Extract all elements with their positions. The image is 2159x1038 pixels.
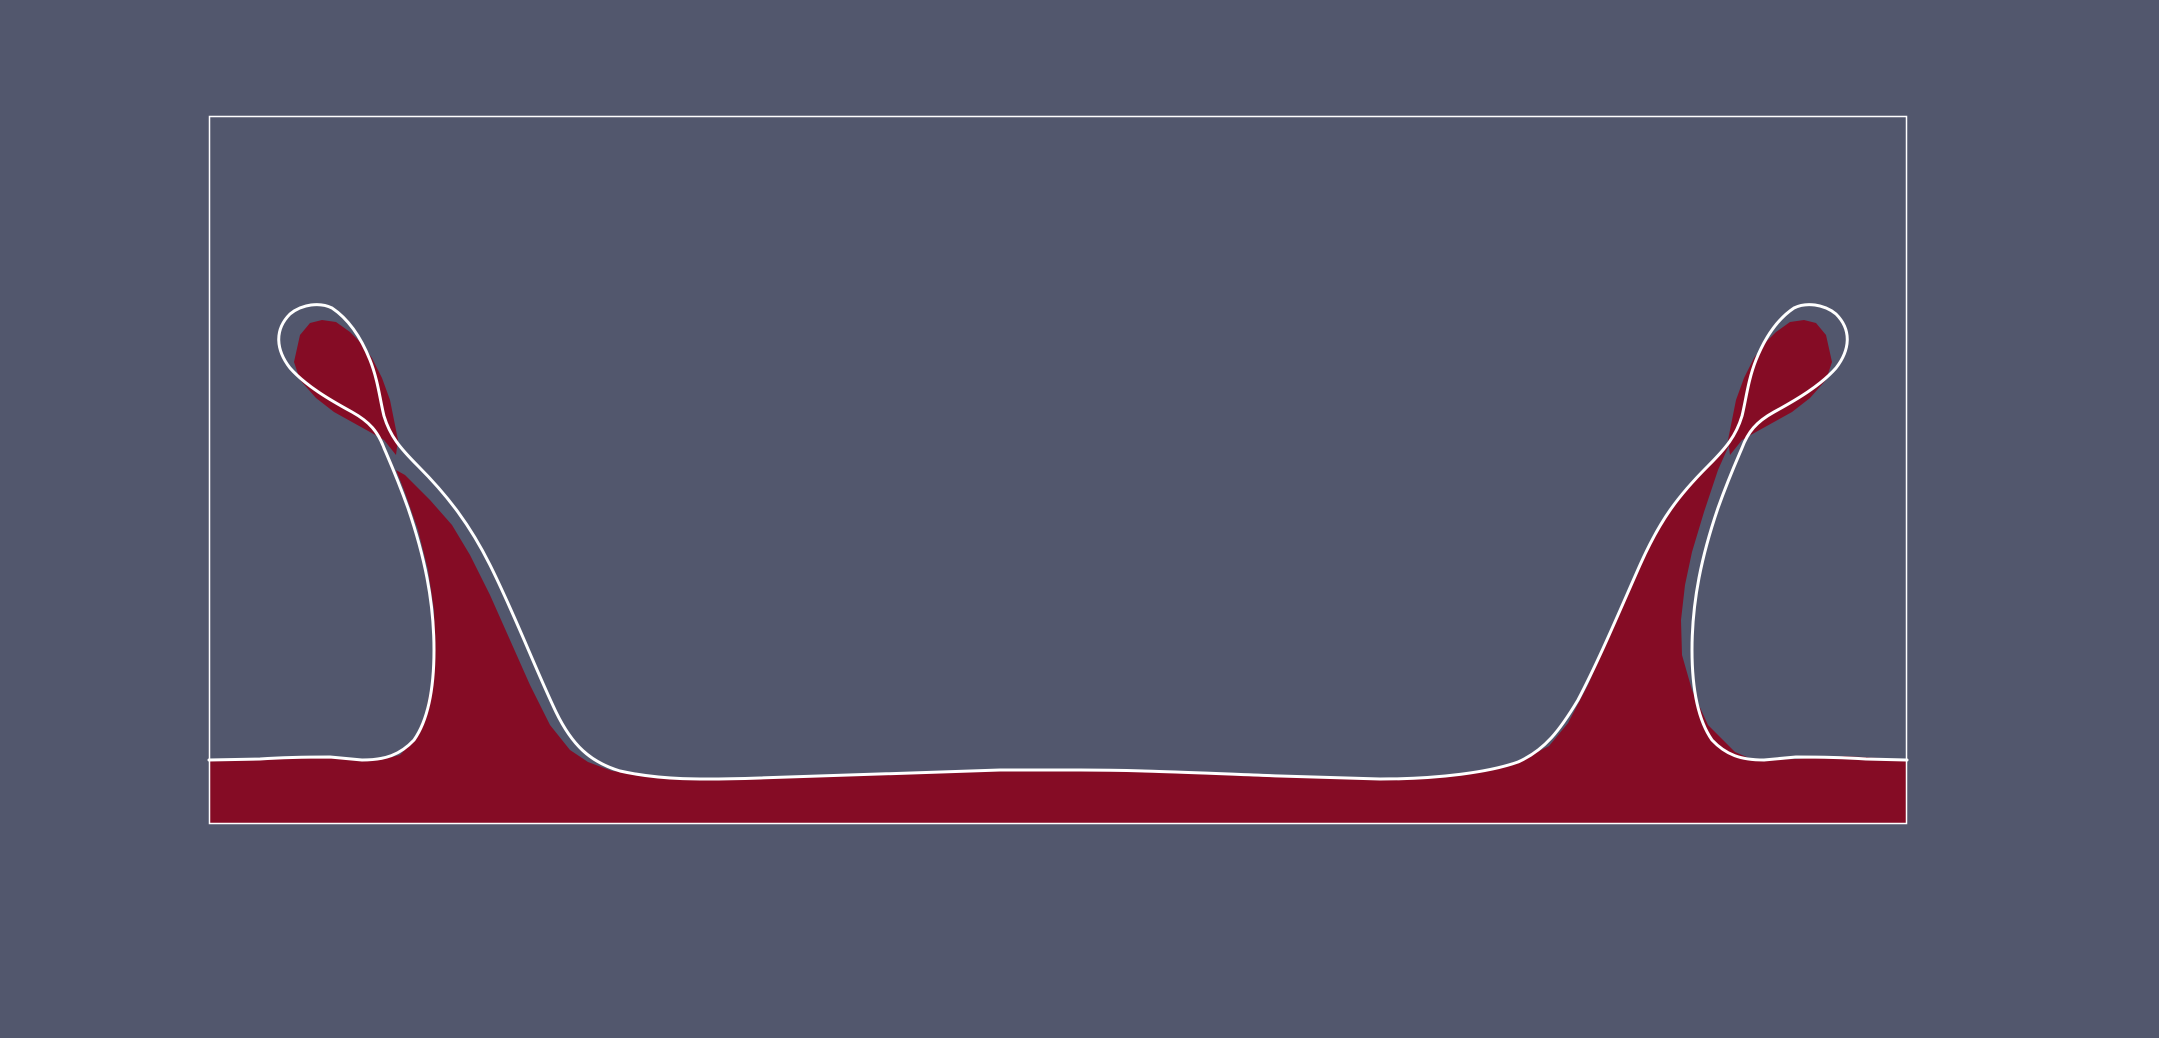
domain-box <box>208 115 1908 825</box>
interface-contour <box>207 303 1909 781</box>
fluid-region <box>209 320 1907 823</box>
droplet-right <box>1728 320 1832 455</box>
fluid-body <box>209 443 1907 823</box>
interface-line-main <box>207 303 1909 781</box>
droplet-left <box>294 320 398 455</box>
